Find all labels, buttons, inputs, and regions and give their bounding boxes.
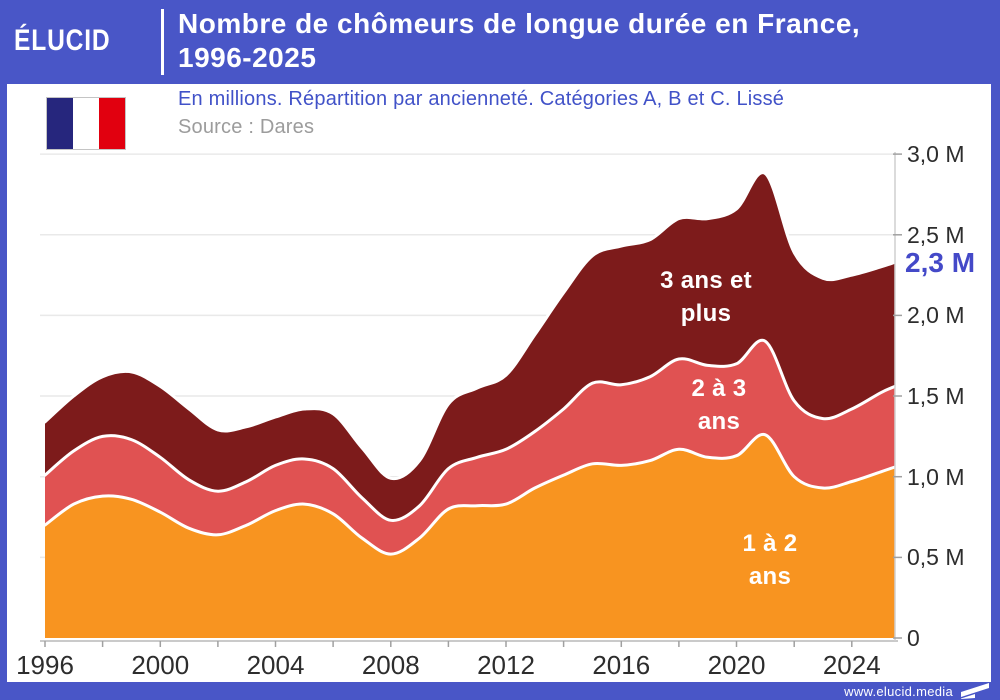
y-axis-label: 0,5 M xyxy=(907,544,965,571)
flag-blue-stripe xyxy=(47,98,73,149)
series-label-2-a-3-ans: 2 à 3 ans xyxy=(619,372,819,438)
chart-subtitle: En millions. Répartition par ancienneté.… xyxy=(178,88,785,110)
x-axis-label: 1996 xyxy=(16,650,74,680)
series-label-1-a-2-ans: 1 à 2 ans xyxy=(670,527,870,593)
page-title: Nombre de chômeurs de longue durée en Fr… xyxy=(178,7,860,75)
y-axis-label: 0 xyxy=(907,625,920,651)
y-axis-label: 3,0 M xyxy=(907,141,965,168)
x-axis-label: 2012 xyxy=(477,650,535,680)
title-line-1: Nombre de chômeurs de longue durée en Fr… xyxy=(178,8,861,39)
y-axis-label: 2,5 M xyxy=(907,221,965,248)
x-axis-label: 2020 xyxy=(707,650,766,680)
series-label-3-ans-et-plus: 3 ans et plus xyxy=(606,264,806,330)
left-border xyxy=(0,0,7,700)
x-axis-label: 2008 xyxy=(361,650,420,680)
area-outline-1-à-2-ans xyxy=(43,433,897,556)
header-divider xyxy=(161,9,164,75)
area-outline-2-à-3-ans xyxy=(43,338,897,522)
y-axis-label: 1,0 M xyxy=(907,463,965,490)
y-axis-label: 2,0 M xyxy=(907,302,965,329)
x-axis-label: 2016 xyxy=(592,650,651,680)
header-banner: ÉLUCID Nombre de chômeurs de longue duré… xyxy=(0,0,1000,84)
area-outline-3-ans-et-plus xyxy=(43,171,897,481)
footer-banner: www.elucid.media xyxy=(0,682,1000,700)
x-axis-label: 2024 xyxy=(822,650,881,680)
area-1-à-2-ans xyxy=(45,434,895,638)
flag-white-stripe xyxy=(73,98,99,149)
series-label-line: 3 ans et xyxy=(660,267,752,294)
x-axis-label: 2004 xyxy=(246,650,305,680)
series-label-line: 1 à 2 xyxy=(742,530,798,557)
title-line-2: 1996-2025 xyxy=(178,42,317,73)
chart-source: Source : Dares xyxy=(178,116,315,138)
latest-value-label: 2,3 M xyxy=(905,247,976,278)
series-label-line: ans xyxy=(697,408,741,435)
elucid-flag-icon xyxy=(961,683,989,699)
series-label-line: ans xyxy=(748,563,792,590)
footer-url: www.elucid.media xyxy=(844,683,953,699)
france-flag-icon xyxy=(46,97,126,150)
x-axis-label: 2000 xyxy=(131,650,190,680)
right-border xyxy=(991,0,1000,700)
elucid-logo: ÉLUCID xyxy=(14,24,111,57)
series-label-line: plus xyxy=(680,300,732,327)
y-axis-label: 1,5 M xyxy=(907,383,965,410)
series-label-line: 2 à 3 xyxy=(691,375,747,402)
flag-red-stripe xyxy=(99,98,125,149)
